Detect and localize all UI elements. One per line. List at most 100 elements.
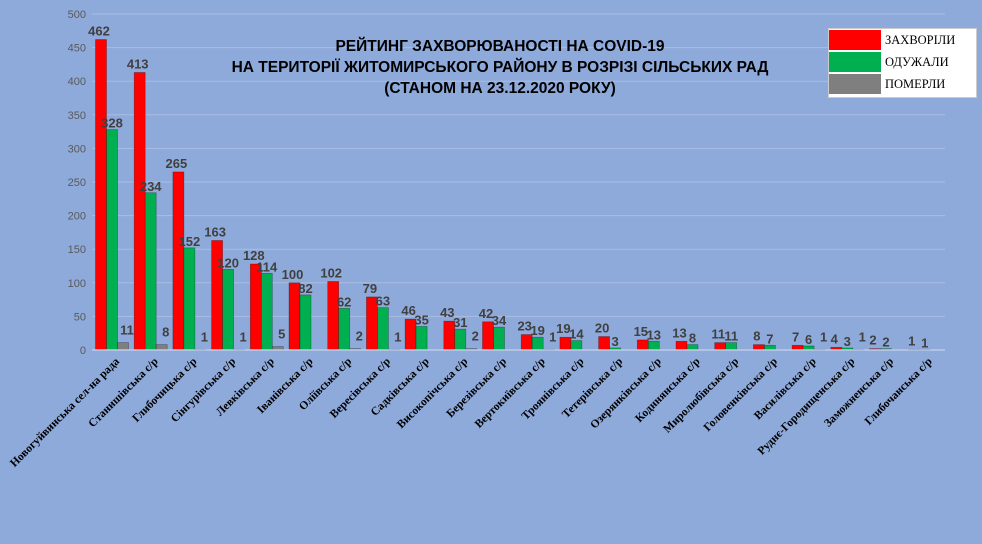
y-tick-label: 100	[68, 278, 86, 290]
bar-recovered	[493, 326, 505, 351]
bar-recovered	[338, 307, 351, 351]
data-label: 13	[672, 325, 686, 340]
data-label: 11	[711, 327, 725, 342]
bar-sick	[714, 342, 727, 351]
legend-item-recovered: ОДУЖАЛИ	[829, 51, 976, 73]
data-label: 34	[492, 313, 507, 328]
data-label: 7	[792, 329, 799, 344]
data-label: 102	[320, 265, 342, 280]
x-tick-label: Вертокиївська с/р	[473, 356, 548, 431]
bar-recovered	[570, 340, 583, 351]
data-label: 234	[140, 179, 162, 194]
x-tick-label: Миролюбівська с/р	[661, 356, 741, 436]
data-label: 8	[162, 325, 169, 340]
x-tick-label: Головенківська с/р	[702, 356, 780, 434]
bar-died	[117, 342, 129, 351]
data-label: 23	[517, 319, 531, 334]
data-label: 1	[201, 329, 208, 344]
bar-recovered	[454, 328, 467, 351]
data-label: 20	[595, 321, 609, 336]
legend-item-died: ПОМЕРЛИ	[829, 73, 976, 95]
data-label: 265	[166, 156, 188, 171]
legend-label: ЗАХВОРІЛИ	[885, 32, 956, 47]
x-tick-label: Станишівська с/р	[86, 356, 160, 430]
data-label: 462	[88, 24, 110, 39]
data-label: 1	[394, 329, 401, 344]
data-label: 7	[766, 331, 773, 346]
data-label: 100	[282, 267, 304, 282]
data-label: 1	[239, 329, 246, 344]
data-label: 42	[479, 306, 493, 321]
data-label: 2	[882, 335, 889, 350]
data-label: 82	[298, 281, 312, 296]
y-tick-label: 400	[68, 76, 86, 88]
legend-swatch	[829, 74, 881, 94]
data-label: 2	[356, 329, 363, 344]
data-label: 8	[753, 329, 760, 344]
data-label: 13	[647, 327, 661, 342]
y-tick-label: 0	[80, 345, 86, 357]
data-label: 2	[869, 333, 876, 348]
chart-title: РЕЙТИНГ ЗАХВОРЮВАНОСТІ НА COVID-19 НА ТЕ…	[220, 36, 780, 99]
bar-sick	[327, 281, 340, 351]
data-label: 19	[530, 323, 544, 338]
legend: ЗАХВОРІЛИ ОДУЖАЛИ ПОМЕРЛИ	[828, 28, 977, 98]
data-label: 31	[453, 315, 467, 330]
data-label: 11	[120, 323, 134, 338]
data-label: 62	[337, 294, 351, 309]
data-label: 4	[831, 331, 839, 346]
bar-recovered	[106, 129, 118, 351]
x-tick-label: Заможненська с/р	[822, 356, 896, 430]
bar-recovered	[725, 342, 738, 351]
data-label: 79	[363, 281, 377, 296]
data-label: 63	[376, 294, 390, 309]
bar-sick	[249, 263, 262, 351]
data-label: 46	[401, 303, 415, 318]
data-label: 5	[278, 327, 285, 342]
data-label: 3	[844, 334, 851, 349]
bar-sick	[133, 72, 146, 351]
y-tick-label: 50	[74, 311, 86, 323]
bar-sick	[172, 171, 185, 351]
legend-label: ОДУЖАЛИ	[885, 54, 949, 69]
data-label: 328	[101, 116, 123, 131]
x-tick-label: Озерянківська с/р	[588, 356, 664, 432]
y-tick-label: 150	[68, 244, 86, 256]
data-label: 2	[472, 329, 479, 344]
x-tick-label: Високопічська с/р	[395, 356, 470, 431]
title-line-3: (СТАНОМ НА 23.12.2020 РОКУ)	[384, 80, 616, 97]
data-label: 114	[256, 259, 278, 274]
y-tick-label: 300	[68, 143, 86, 155]
y-tick-label: 250	[68, 177, 86, 189]
data-label: 1	[549, 329, 556, 344]
data-label: 43	[440, 305, 454, 320]
y-tick-label: 350	[68, 110, 86, 122]
title-line-2: НА ТЕРИТОРІЇ ЖИТОМИРСЬКОГО РАЙОНУ В РОЗР…	[231, 59, 769, 76]
data-label: 3	[611, 334, 618, 349]
legend-swatch	[829, 30, 881, 50]
data-label: 35	[414, 312, 428, 327]
bar-recovered	[299, 294, 312, 351]
data-label: 14	[569, 327, 584, 342]
y-tick-label: 500	[68, 9, 86, 21]
data-label: 152	[179, 234, 201, 249]
data-label: 163	[204, 224, 226, 239]
data-label: 19	[556, 321, 570, 336]
bar-recovered	[222, 269, 234, 351]
bar-recovered	[144, 192, 157, 351]
bar-recovered	[415, 326, 428, 351]
data-label: 413	[127, 56, 149, 71]
title-line-1: РЕЙТИНГ ЗАХВОРЮВАНОСТІ НА COVID-19	[335, 38, 665, 55]
bar-sick	[675, 340, 688, 351]
bar-sick	[598, 336, 610, 351]
data-label: 6	[805, 332, 812, 347]
bar-recovered	[377, 307, 389, 351]
y-tick-label: 200	[68, 211, 86, 223]
data-label: 11	[724, 329, 738, 344]
data-label: 120	[217, 255, 239, 270]
data-label: 1	[820, 329, 827, 344]
bar-died	[155, 344, 168, 351]
y-tick-label: 450	[68, 43, 86, 55]
legend-item-sick: ЗАХВОРІЛИ	[829, 29, 976, 51]
